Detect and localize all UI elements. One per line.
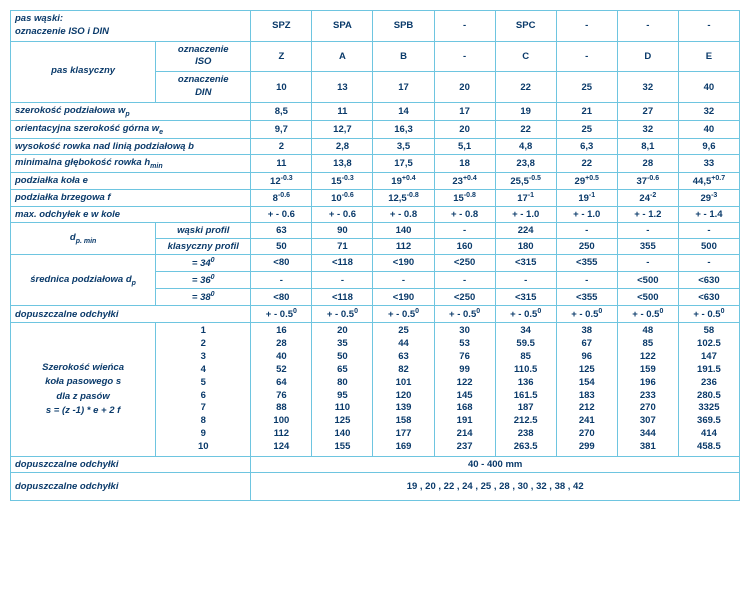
- iso-z: Z: [251, 41, 312, 72]
- row-wp: szerokość podziałowa wp 8,51114171921273…: [11, 102, 740, 120]
- din-6: 32: [617, 72, 678, 103]
- row-dpmin-waski: dp. min wąski profil 6390140-224---: [11, 222, 740, 238]
- row-narrow-belt: pas wąski:oznaczenie ISO i DIN: [11, 11, 251, 42]
- row-tol1: dopuszczalne odchyłki + - 0.50 + - 0.50 …: [11, 306, 740, 323]
- iso-e: E: [678, 41, 739, 72]
- row-tol-range: dopuszczalne odchyłki 40 - 400 mm: [11, 456, 740, 472]
- row-tol-sizes: dopuszczalne odchyłki 19 , 20 , 22 , 24 …: [11, 472, 740, 500]
- hdr-dash3: -: [617, 11, 678, 42]
- rim-z-col: 12345678910: [156, 323, 251, 456]
- hdr-spa: SPA: [312, 11, 373, 42]
- din-3: 20: [434, 72, 495, 103]
- row-f: podziałka brzegowa f 8-0.6 10-0.6 12,5-0…: [11, 189, 740, 206]
- rim-col-3: 30537699122145168191214237: [434, 323, 495, 456]
- din-1: 13: [312, 72, 373, 103]
- iso-d: D: [617, 41, 678, 72]
- rim-col-2: 25446382101120139158177169: [373, 323, 434, 456]
- hdr-dash4: -: [678, 11, 739, 42]
- hdr-spc: SPC: [495, 11, 556, 42]
- iso-c: C: [495, 41, 556, 72]
- din-2: 17: [373, 72, 434, 103]
- din-4: 22: [495, 72, 556, 103]
- din-0: 10: [251, 72, 312, 103]
- iso-d2: -: [556, 41, 617, 72]
- row-hmin: minimalna głębokość rowka hmin 1113,817,…: [11, 154, 740, 172]
- row-maxdev: max. odchyłek e w kole + - 0.6+ - 0.6+ -…: [11, 206, 740, 222]
- iso-d1: -: [434, 41, 495, 72]
- hdr-dash1: -: [434, 11, 495, 42]
- oz-din: oznaczenieDIN: [156, 72, 251, 103]
- rim-col-4: 3459.585110.5136161.5187212.5238263.5: [495, 323, 556, 456]
- hdr-spz: SPZ: [251, 11, 312, 42]
- iso-b: B: [373, 41, 434, 72]
- row-classic-belt: pas klasyczny: [11, 41, 156, 102]
- row-rim: Szerokość wieńcakoła pasowego sdla z pas…: [11, 323, 740, 456]
- din-7: 40: [678, 72, 739, 103]
- hdr-spb: SPB: [373, 11, 434, 42]
- rim-col-7: 58102.5147191.5236280.53325369.5414458.5: [678, 323, 739, 456]
- row-d34: średnica podziałowa dp = 340 <80<118<190…: [11, 254, 740, 271]
- rim-col-0: 16284052647688100112124: [251, 323, 312, 456]
- iso-a: A: [312, 41, 373, 72]
- hdr-dash2: -: [556, 11, 617, 42]
- oz-iso: oznaczenieISO: [156, 41, 251, 72]
- belt-dimensions-table: pas wąski:oznaczenie ISO i DIN SPZ SPA S…: [10, 10, 740, 501]
- rim-col-1: 203550658095110125140155: [312, 323, 373, 456]
- row-we: orientacyjna szerokość górna we 9,712,71…: [11, 120, 740, 138]
- rim-col-5: 386796125154183212241270299: [556, 323, 617, 456]
- din-5: 25: [556, 72, 617, 103]
- rim-col-6: 4885122159196233270307344381: [617, 323, 678, 456]
- row-b: wysokość rowka nad linią podziałową b 22…: [11, 138, 740, 154]
- row-e: podziałka koła e 12-0.3 15-0.3 19+0.4 23…: [11, 172, 740, 189]
